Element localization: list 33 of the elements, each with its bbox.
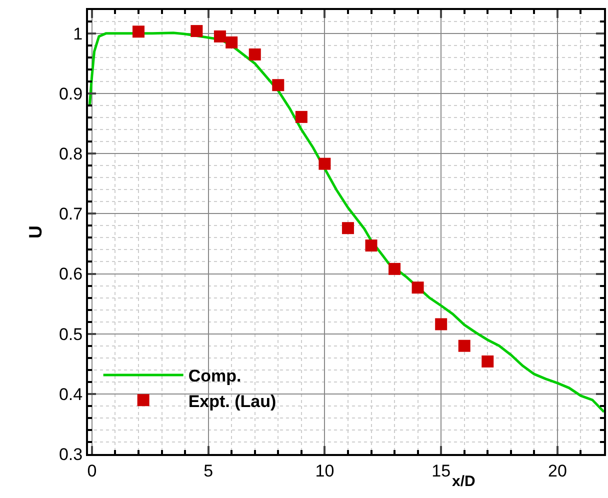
point: [190, 25, 203, 38]
legend-label: Expt. (Lau): [188, 392, 276, 411]
y-tick-label: 0.7: [58, 204, 83, 224]
y-tick-label: 0.4: [58, 384, 83, 404]
legend-label: Comp.: [188, 366, 242, 386]
y-axis-title: U: [26, 226, 46, 238]
y-tick-label: 0.6: [58, 264, 83, 284]
line-series: [88, 32, 604, 414]
point: [365, 240, 378, 252]
x-tick-label: 15: [432, 461, 451, 480]
y-tick-label: 0.3: [58, 444, 83, 464]
x-tick-label: 20: [548, 461, 567, 480]
point: [388, 262, 401, 275]
point: [272, 79, 284, 92]
x-tick-label: 0: [87, 461, 97, 480]
point: [458, 340, 470, 352]
point: [295, 110, 308, 123]
y-tick-label: 1: [73, 24, 83, 44]
point: [412, 282, 424, 294]
point: [248, 48, 261, 60]
point: [482, 355, 494, 368]
point: [342, 222, 354, 234]
point: [132, 26, 145, 38]
y-tick-label: 0.8: [58, 144, 83, 164]
x-tick-label: 10: [315, 461, 334, 480]
y-tick-label: 0.5: [58, 324, 83, 344]
x-tick-label: 5: [204, 461, 214, 480]
x-axis-title: x/D: [452, 473, 476, 490]
point: [214, 30, 226, 42]
point: [226, 36, 238, 48]
point: [318, 158, 331, 170]
point: [435, 318, 448, 330]
y-tick-label: 0.9: [58, 84, 83, 104]
